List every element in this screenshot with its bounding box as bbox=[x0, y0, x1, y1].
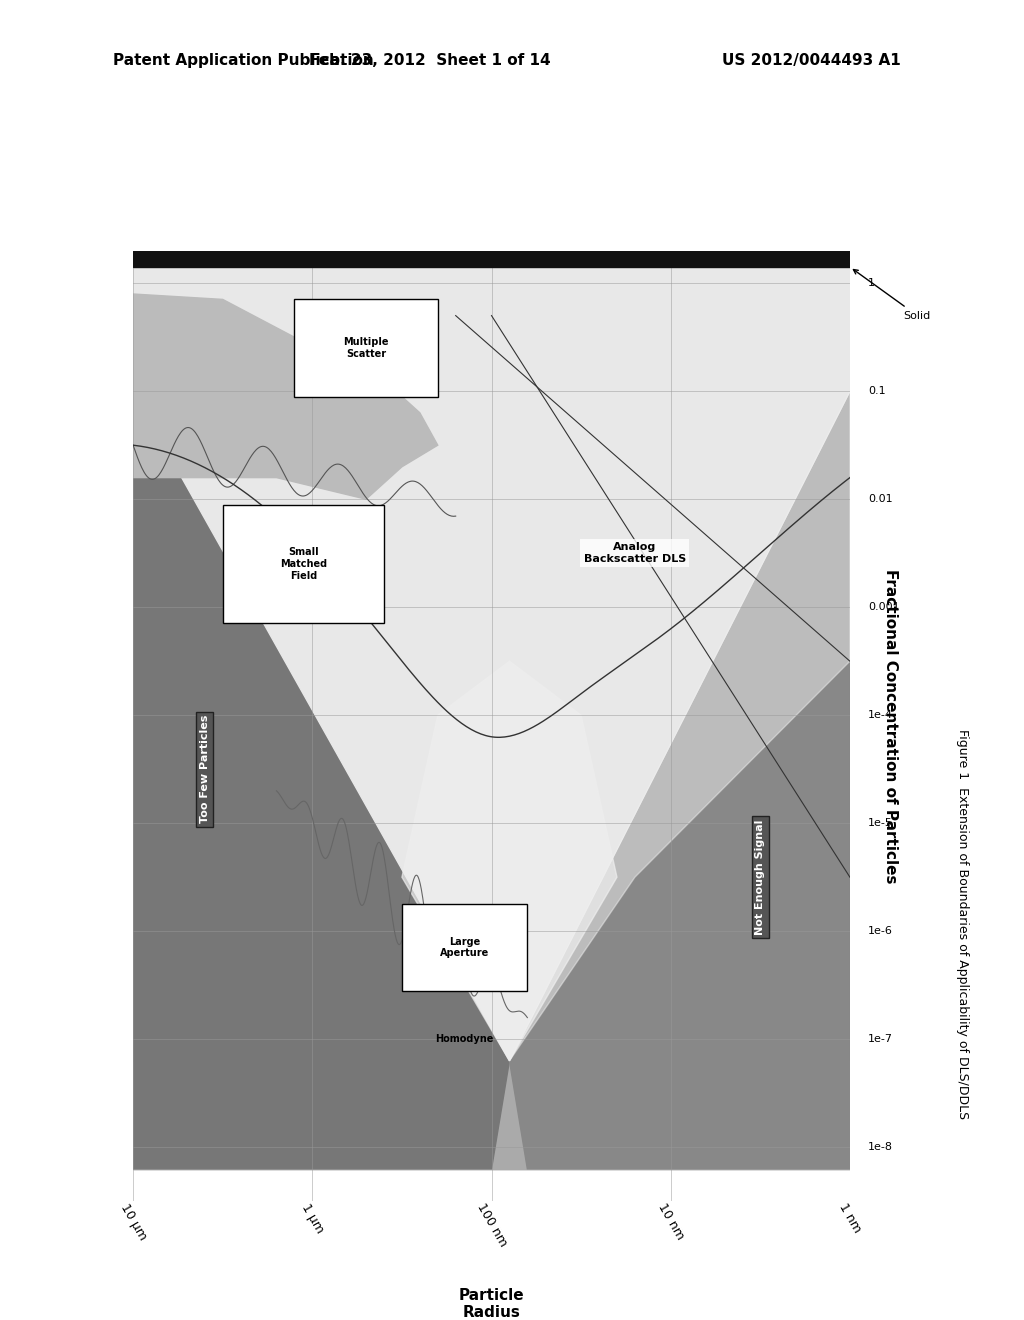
Polygon shape bbox=[133, 294, 438, 499]
Text: 0.01: 0.01 bbox=[867, 494, 893, 504]
Polygon shape bbox=[133, 251, 850, 391]
Text: Too Few Particles: Too Few Particles bbox=[200, 715, 210, 824]
Polygon shape bbox=[133, 391, 510, 1168]
Polygon shape bbox=[133, 251, 510, 1061]
Text: Analog
Backscatter DLS: Analog Backscatter DLS bbox=[584, 543, 686, 564]
Polygon shape bbox=[510, 251, 850, 1061]
Text: Small
Matched
Field: Small Matched Field bbox=[280, 548, 327, 581]
Polygon shape bbox=[133, 251, 850, 1061]
Text: Large
Aperture: Large Aperture bbox=[440, 937, 489, 958]
Text: 1e-4: 1e-4 bbox=[867, 710, 893, 721]
Polygon shape bbox=[510, 391, 850, 1061]
FancyBboxPatch shape bbox=[223, 504, 384, 623]
Text: Particle
Radius: Particle Radius bbox=[459, 1287, 524, 1320]
Text: Fractional Concentration of Particles: Fractional Concentration of Particles bbox=[884, 569, 898, 883]
Text: 100 nm: 100 nm bbox=[474, 1201, 509, 1249]
Text: 0.1: 0.1 bbox=[867, 387, 886, 396]
Text: 1e-7: 1e-7 bbox=[867, 1034, 893, 1044]
FancyBboxPatch shape bbox=[401, 904, 527, 990]
Text: Patent Application Publication: Patent Application Publication bbox=[113, 53, 374, 67]
Text: 10 μm: 10 μm bbox=[118, 1201, 148, 1242]
Polygon shape bbox=[510, 391, 850, 1168]
Text: 10 nm: 10 nm bbox=[655, 1201, 686, 1242]
Text: 0.001: 0.001 bbox=[867, 602, 899, 612]
Polygon shape bbox=[401, 661, 616, 1061]
Text: 1: 1 bbox=[867, 279, 874, 288]
Text: 1 nm: 1 nm bbox=[837, 1201, 863, 1236]
Text: Figure 1  Extension of Boundaries of Applicability of DLS/DDLS: Figure 1 Extension of Boundaries of Appl… bbox=[956, 729, 969, 1119]
Polygon shape bbox=[133, 251, 850, 1061]
Bar bbox=[133, 251, 850, 267]
Text: 1 μm: 1 μm bbox=[299, 1201, 326, 1236]
Text: Homodyne: Homodyne bbox=[435, 1034, 494, 1044]
Text: Feb. 23, 2012  Sheet 1 of 14: Feb. 23, 2012 Sheet 1 of 14 bbox=[309, 53, 551, 67]
FancyBboxPatch shape bbox=[295, 300, 437, 396]
Text: Solid: Solid bbox=[853, 269, 931, 321]
Text: Multiple
Scatter: Multiple Scatter bbox=[343, 337, 389, 359]
Text: Not Enough Signal: Not Enough Signal bbox=[756, 820, 765, 935]
Text: 1e-5: 1e-5 bbox=[867, 818, 893, 828]
Text: 1e-6: 1e-6 bbox=[867, 927, 893, 936]
Text: 1e-8: 1e-8 bbox=[867, 1142, 893, 1152]
Text: US 2012/0044493 A1: US 2012/0044493 A1 bbox=[722, 53, 901, 67]
